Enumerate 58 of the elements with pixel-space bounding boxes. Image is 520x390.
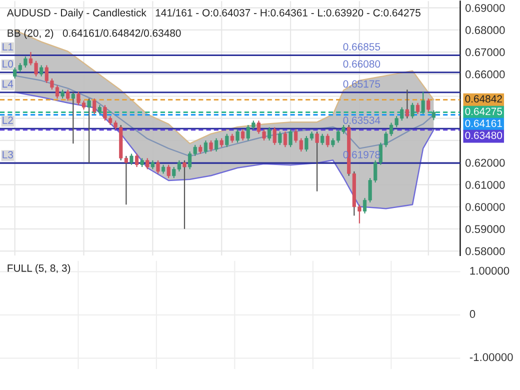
y-tick-label: 0.66000: [465, 70, 505, 78]
candlestick: [236, 128, 240, 144]
candlestick: [134, 153, 139, 168]
candlestick: [278, 131, 282, 146]
ref-line-label: 0.63480: [465, 132, 502, 140]
ref-line-label: 0.66855: [343, 43, 380, 51]
text: AUDUSD - Daily - Candlestick 141/161 - O:0.64037 - H:0.64361 - L:0.63920 - C:0.64275: [6, 8, 420, 19]
candlestick: [432, 110, 436, 121]
candlestick: [268, 126, 272, 142]
candlestick: [87, 98, 91, 164]
candlestick: [241, 128, 245, 142]
y-tick-label: 0.58000: [465, 247, 505, 256]
candlestick: [92, 98, 96, 114]
y-tick-label: 0.67000: [465, 48, 505, 56]
y-tick-label: 0.68000: [465, 26, 505, 34]
y-tick-label: 0.62000: [465, 158, 505, 167]
ref-line-label: 0.64275: [465, 108, 502, 116]
candlestick: [214, 138, 218, 152]
y-tick-label: 0.69000: [465, 4, 505, 12]
candlestick: [326, 133, 330, 148]
candlestick: [320, 133, 324, 146]
y-tick-label: 0.59000: [465, 225, 505, 234]
annotation: L4: [2, 80, 14, 88]
ref-line-label: 0.63534: [343, 116, 380, 124]
text: 0: [470, 310, 476, 318]
candlestick: [204, 140, 208, 154]
text: 1.00000: [470, 266, 510, 275]
candlestick: [182, 160, 186, 230]
text: BB (20, 2) 0.64161/0.64842/0.63480: [8, 29, 181, 39]
ref-line-label: 0.64842: [465, 95, 502, 103]
candlestick: [410, 102, 414, 119]
candlestick: [146, 158, 150, 170]
candlestick: [416, 102, 420, 114]
candlestick: [421, 91, 425, 114]
candlestick: [130, 153, 134, 166]
text: FULL (5, 8, 3): [8, 264, 70, 274]
candlestick: [66, 89, 70, 102]
annotation: L3: [2, 150, 13, 158]
ref-line-label: 0.66080: [343, 60, 380, 68]
candlestick: [288, 128, 292, 148]
y-tick-label: 0.60000: [465, 203, 505, 211]
candlestick: [40, 64, 44, 77]
ref-line-label: 0.64161: [465, 120, 502, 128]
candlestick: [283, 131, 288, 148]
candlestick: [156, 160, 160, 174]
text: -1.00000: [470, 353, 513, 362]
candlestick: [225, 133, 229, 148]
annotation: L1: [2, 43, 13, 50]
candlestick: [71, 91, 75, 144]
candlestick: [315, 131, 319, 192]
candlestick: [166, 164, 170, 179]
annotation: L2: [2, 116, 13, 124]
annotation: L0: [2, 60, 14, 68]
candlestick: [209, 140, 213, 152]
candlestick: [272, 126, 276, 146]
candlestick: [426, 98, 430, 112]
candlestick: [405, 89, 409, 119]
y-tick-label: 0.61000: [465, 180, 505, 189]
